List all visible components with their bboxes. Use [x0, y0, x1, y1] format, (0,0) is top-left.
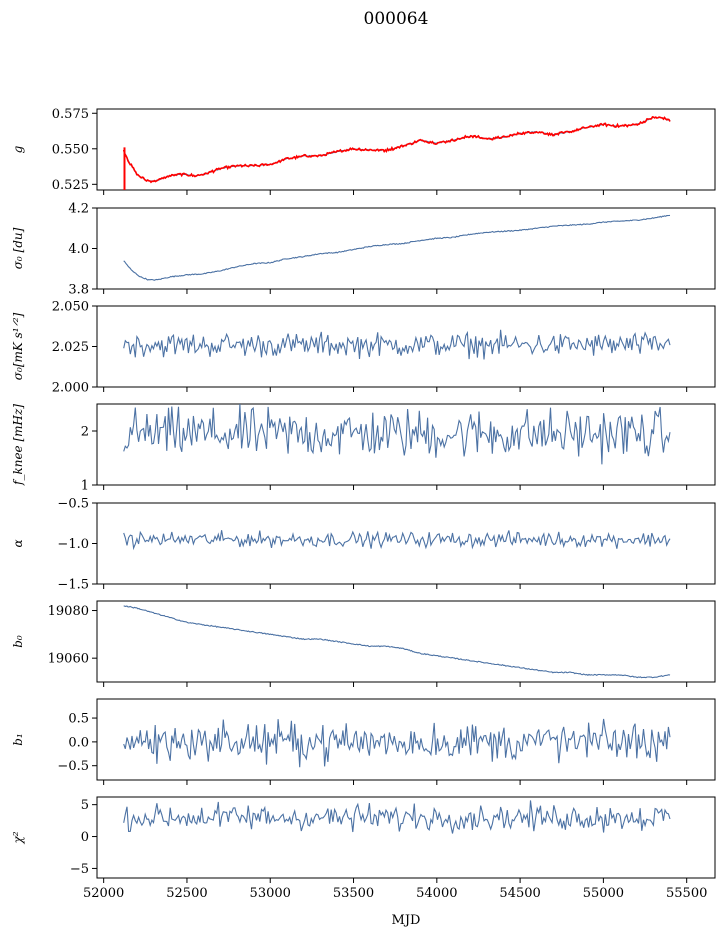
- y-tick-label: 1: [81, 479, 89, 494]
- series-line: [123, 329, 671, 360]
- series-line: [123, 718, 671, 768]
- y-tick-label: 19080: [48, 604, 89, 619]
- panel-frame: [96, 600, 716, 683]
- figure-title: 000064: [364, 9, 429, 29]
- series-line: [123, 403, 671, 465]
- y-tick-label: 2.050: [52, 300, 89, 315]
- y-tick-label: 0: [81, 830, 89, 845]
- series-line: [123, 800, 671, 834]
- y-axis-label: σ₀ [du]: [11, 227, 25, 269]
- x-tick-label: 55500: [666, 886, 707, 901]
- y-tick-label: 0.550: [52, 142, 89, 157]
- y-tick-label: 0.575: [52, 107, 89, 122]
- y-tick-label: 0.5: [68, 712, 89, 727]
- y-axis-label: α: [11, 539, 25, 547]
- series-line: [123, 530, 671, 551]
- panel-frame: [96, 698, 716, 781]
- y-tick-label: −1.5: [57, 578, 89, 593]
- y-axis-label: b₀: [11, 635, 25, 648]
- x-tick-label: 53000: [250, 886, 291, 901]
- panel-chi2: −5 0 5 52000 52500 53000 53500 54000 54500 55000 5…: [11, 796, 716, 901]
- panel-frame: [96, 796, 716, 879]
- y-tick-label: 2.000: [52, 381, 89, 396]
- panel-alpha: −1.5 −1.0 −0.5 α: [11, 497, 716, 593]
- y-tick-label: 2: [81, 425, 89, 440]
- y-tick-label: −1.0: [57, 537, 89, 552]
- series-line: [123, 605, 671, 679]
- panel-sigma0-du: 3.8 4.0 4.2 σ₀ [du]: [11, 202, 716, 298]
- x-tick-label: 54500: [499, 886, 540, 901]
- y-tick-label: 2.025: [52, 340, 89, 355]
- panel-sigma0-mk: 2.000 2.025 2.050 σ₀[mK s¹ᐟ²]: [11, 300, 716, 396]
- x-tick-label: 52000: [83, 886, 124, 901]
- x-tick-label: 53500: [333, 886, 374, 901]
- y-tick-label: −5: [70, 862, 89, 877]
- y-tick-label: −0.5: [57, 759, 89, 774]
- y-axis-label: f_knee [mHz]: [11, 404, 25, 486]
- panel-b1: −0.5 0.0 0.5 b₁: [11, 698, 716, 785]
- x-axis-label: MJD: [392, 913, 421, 928]
- y-tick-label: 0.0: [68, 735, 89, 750]
- panel-frame: [96, 403, 716, 486]
- y-axis-label: g: [11, 145, 25, 153]
- y-tick-label: −0.5: [57, 497, 89, 512]
- x-tick-label: 55000: [583, 886, 624, 901]
- x-tick-label: 52500: [166, 886, 207, 901]
- y-axis-label: χ²: [11, 831, 25, 844]
- panel-frame: [96, 207, 716, 290]
- panel-fknee: 1 2 f_knee [mHz]: [11, 403, 716, 494]
- fit-line: [122, 116, 671, 184]
- panel-frame: [96, 108, 716, 191]
- y-tick-label: 19060: [48, 652, 89, 667]
- panel-g: 0.525 0.550 0.575 g: [11, 107, 716, 195]
- y-axis-label: b₁: [11, 733, 25, 746]
- y-tick-label: 4.0: [68, 242, 89, 257]
- y-axis-label: σ₀[mK s¹ᐟ²]: [11, 312, 25, 380]
- y-tick-label: 3.8: [68, 283, 89, 298]
- y-tick-label: 5: [81, 798, 89, 813]
- x-tick-label: 54000: [416, 886, 457, 901]
- y-tick-label: 0.525: [52, 178, 89, 193]
- panel-b0: 19060 19080 b₀: [11, 600, 716, 687]
- series-line: [123, 214, 671, 281]
- y-tick-label: 4.2: [68, 202, 89, 217]
